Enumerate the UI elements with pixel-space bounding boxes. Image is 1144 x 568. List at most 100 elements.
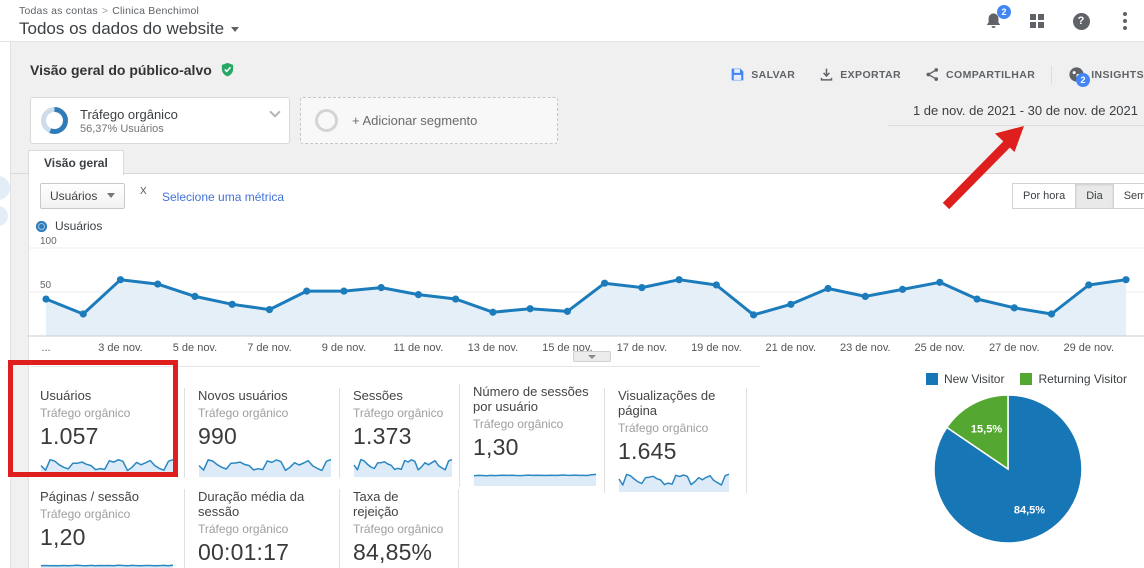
svg-text:23 de nov.: 23 de nov.: [840, 342, 891, 354]
svg-text:3 de nov.: 3 de nov.: [98, 342, 142, 354]
segment-detail: 56,37% Usuários: [80, 122, 164, 135]
grid-icon: [1029, 13, 1045, 29]
card-subtitle: Tráfego orgânico: [473, 417, 564, 431]
share-button[interactable]: COMPARTILHAR: [913, 63, 1047, 86]
metric-card-novos-usuarios[interactable]: Novos usuários Tráfego orgânico 990: [184, 388, 336, 478]
select-metric-link[interactable]: Selecione uma métrica: [162, 190, 285, 204]
download-icon: [821, 68, 833, 81]
tab-overview[interactable]: Visão geral: [28, 150, 124, 175]
chart-collapse-handle[interactable]: [573, 351, 611, 362]
svg-text:15,5%: 15,5%: [971, 423, 1002, 435]
card-value: 1,30: [473, 434, 519, 460]
insights-button[interactable]: 2 INSIGHTS: [1056, 62, 1144, 87]
breadcrumb-property[interactable]: Clinica Benchimol: [112, 5, 200, 17]
svg-text:19 de nov.: 19 de nov.: [691, 342, 742, 354]
card-title: Número de sessões por usuário: [473, 384, 589, 414]
card-value: 1.645: [618, 438, 677, 464]
card-value: 00:01:17: [198, 539, 290, 565]
granularity-toggle: Por hora Dia Semana Mês: [1012, 183, 1144, 209]
metric-card-sessoes[interactable]: Sessões Tráfego orgânico 1.373: [339, 388, 458, 478]
help-button[interactable]: ?: [1070, 10, 1092, 32]
insights-badge: 2: [1076, 73, 1091, 87]
share-label: COMPARTILHAR: [946, 68, 1036, 81]
granularity-week[interactable]: Semana: [1112, 183, 1144, 209]
breadcrumb-accounts[interactable]: Todas as contas: [19, 5, 98, 17]
nav-blob-icon: [0, 206, 8, 226]
sparkline-chart: [40, 458, 174, 477]
card-title: Sessões: [353, 388, 403, 403]
save-icon: [731, 68, 744, 81]
card-subtitle: Tráfego orgânico: [353, 522, 444, 536]
save-button[interactable]: SALVAR: [718, 63, 807, 86]
help-icon: ?: [1072, 12, 1090, 30]
metric-card-visualizacoes[interactable]: Visualizações de página Tráfego orgânico…: [604, 388, 747, 493]
card-subtitle: Tráfego orgânico: [40, 406, 131, 420]
segment-donut-icon: [41, 107, 68, 134]
svg-text:7 de nov.: 7 de nov.: [247, 342, 291, 354]
add-segment-button[interactable]: + Adicionar segmento: [300, 97, 558, 144]
card-title: Duração média da sessão: [198, 489, 305, 519]
insights-icon: 2: [1068, 66, 1091, 87]
metric-card-paginas-sessao[interactable]: Páginas / sessão Tráfego orgânico 1,20: [40, 489, 183, 568]
kebab-menu-icon: [1123, 12, 1127, 30]
export-label: EXPORTAR: [840, 68, 902, 81]
new-visitor-swatch-icon: [926, 373, 938, 385]
card-subtitle: Tráfego orgânico: [40, 507, 131, 521]
metric-card-usuarios[interactable]: Usuários Tráfego orgânico 1.057: [40, 388, 183, 478]
card-subtitle: Tráfego orgânico: [198, 406, 289, 420]
granularity-day[interactable]: Dia: [1075, 183, 1114, 209]
nav-blob-icon: [0, 176, 10, 200]
metric-select-value: Usuários: [50, 189, 98, 203]
notifications-button[interactable]: 2: [982, 5, 1011, 32]
sparkline-chart: [353, 458, 453, 477]
sparkline-chart: [40, 564, 174, 568]
metric-card-duracao-sessao[interactable]: Duração média da sessão Tráfego orgânico…: [184, 489, 336, 568]
property-selector[interactable]: Todos os dados do website: [19, 19, 240, 39]
svg-text:25 de nov.: 25 de nov.: [915, 342, 966, 354]
export-button[interactable]: EXPORTAR: [807, 63, 913, 86]
top-bar: Todas as contas > Clinica Benchimol Todos …: [0, 0, 1144, 42]
card-value: 84,85%: [353, 539, 433, 565]
svg-text:5 de nov.: 5 de nov.: [173, 342, 217, 354]
save-label: SALVAR: [751, 68, 796, 81]
metric-card-taxa-rejeicao[interactable]: Taxa de rejeição Tráfego orgânico 84,85%: [339, 489, 459, 568]
card-title: Novos usuários: [198, 388, 288, 403]
svg-text:17 de nov.: 17 de nov.: [617, 342, 668, 354]
more-options-button[interactable]: [1114, 10, 1136, 32]
sparkline-chart: [473, 473, 597, 486]
metric-card-sessoes-por-usuario[interactable]: Número de sessões por usuário Tráfego or…: [459, 384, 603, 487]
apps-button[interactable]: [1026, 10, 1048, 32]
svg-text:13 de nov.: 13 de nov.: [468, 342, 519, 354]
report-actions: SALVAR EXPORTAR COMPARTILHAR 2: [718, 62, 1144, 87]
chevron-down-icon[interactable]: [269, 106, 281, 118]
svg-text:29 de nov.: 29 de nov.: [1063, 342, 1114, 354]
card-title: Taxa de rejeição: [353, 489, 399, 519]
card-value: 1.373: [353, 423, 412, 449]
add-segment-label: + Adicionar segmento: [352, 113, 478, 128]
visitor-type-pie-chart[interactable]: 84,5% 15,5%: [918, 386, 1098, 556]
svg-text:21 de nov.: 21 de nov.: [766, 342, 817, 354]
returning-visitor-swatch-icon: [1020, 373, 1033, 385]
insights-label: INSIGHTS: [1091, 68, 1144, 81]
active-segment-card[interactable]: Tráfego orgânico 56,37% Usuários: [30, 97, 290, 144]
sparkline-chart: [618, 473, 730, 492]
breadcrumb-separator: >: [101, 5, 109, 17]
svg-text:27 de nov.: 27 de nov.: [989, 342, 1040, 354]
traffic-line-chart[interactable]: 50 100... 3 de nov. 5 de nov. 7 de nov. 9 de …: [0, 234, 1144, 356]
chevron-down-icon: [107, 193, 116, 202]
card-subtitle: Tráfego orgânico: [618, 421, 709, 435]
segment-name: Tráfego orgânico: [80, 106, 178, 122]
verified-shield-icon: [221, 62, 233, 77]
date-range-label: 1 de nov. de 2021 - 30 de nov. de 2021: [912, 103, 1138, 118]
card-title: Usuários: [40, 388, 92, 403]
date-range-selector[interactable]: 1 de nov. de 2021 - 30 de nov. de 2021: [888, 96, 1144, 126]
bell-icon: [986, 13, 1000, 29]
breadcrumb: Todas as contas > Clinica Benchimol: [19, 5, 239, 17]
svg-text:9 de nov.: 9 de nov.: [322, 342, 366, 354]
granularity-hour[interactable]: Por hora: [1012, 183, 1077, 209]
actions-divider: [1051, 65, 1053, 84]
metric-select[interactable]: Usuários: [40, 183, 126, 209]
chevron-down-icon: [588, 354, 596, 363]
cards-divider: [30, 366, 760, 367]
card-title: Visualizações de página: [618, 388, 716, 418]
